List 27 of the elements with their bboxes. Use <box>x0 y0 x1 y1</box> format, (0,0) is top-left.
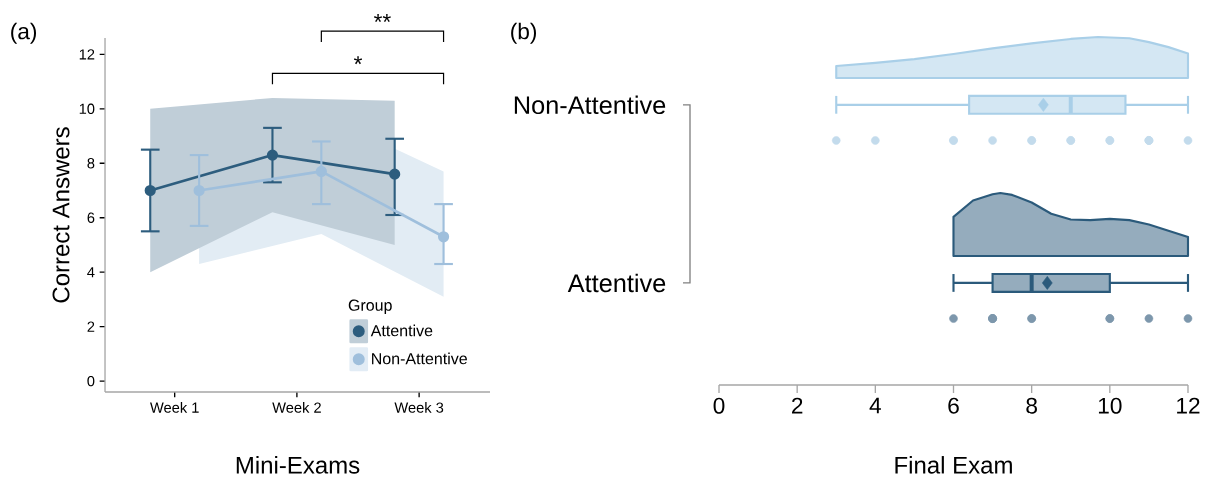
legend-label: Attentive <box>370 324 433 337</box>
x-tick-label: Week 2 <box>272 402 321 413</box>
x-tick-label: 4 <box>869 397 881 414</box>
annotation: * <box>353 56 363 65</box>
x-tick-label: 10 <box>1098 397 1122 414</box>
y-tick-label: 12 <box>79 49 95 60</box>
x-tick-label: 8 <box>1026 397 1037 414</box>
y-tick-label: 6 <box>87 212 95 223</box>
x-tick-label: Week 1 <box>150 402 199 413</box>
x-tick-label: 2 <box>792 397 803 414</box>
x-tick-label: 0 <box>713 397 725 414</box>
y-tick-label: 10 <box>79 103 95 114</box>
text: (a) <box>11 22 37 44</box>
x-tick-label: 12 <box>1177 397 1200 414</box>
legend-title: Group <box>348 299 392 315</box>
legend-label: Non-Attentive <box>372 352 467 365</box>
y-tick-label: 0 <box>87 375 95 387</box>
x-tick-label: Week 3 <box>394 402 444 413</box>
y-tick-label: 4 <box>87 267 95 278</box>
y-axis-title: Correct Answers <box>52 127 70 303</box>
y-tick-label: 2 <box>87 321 95 332</box>
x-axis-title: Mini-Exams <box>236 456 360 474</box>
text: ** <box>373 14 391 22</box>
x-tick-label: 6 <box>948 397 959 414</box>
text: (b) <box>511 22 537 44</box>
y-tick-label: 8 <box>87 158 95 169</box>
x-axis-title: Final Exam <box>895 456 1012 474</box>
